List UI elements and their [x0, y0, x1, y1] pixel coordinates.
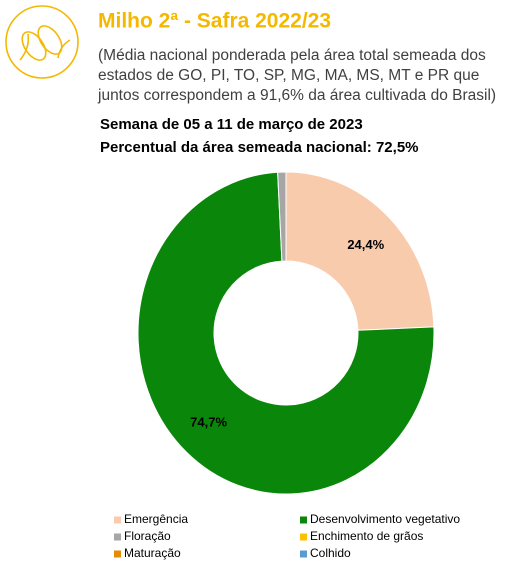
legend-label: Floração — [124, 529, 171, 543]
legend-swatch — [300, 550, 307, 558]
legend-label: Emergência — [124, 512, 188, 526]
share: Percentual da área semeada nacional: 72,… — [100, 139, 419, 156]
donut-segment — [277, 171, 287, 262]
legend-label: Colhido — [310, 546, 351, 560]
donut-segment — [285, 171, 435, 331]
legend-swatch — [114, 516, 121, 524]
chart-title: Milho 2ª - Safra 2022/23 — [98, 10, 331, 33]
subtitle: (Média nacional ponderada pela área tota… — [98, 47, 486, 64]
donut-segment — [137, 171, 435, 495]
legend-label: Desenvolvimento vegetativo — [310, 512, 460, 526]
legend-swatch — [300, 516, 307, 524]
week: Semana de 05 a 11 de março de 2023 — [100, 116, 363, 133]
legend-swatch — [300, 533, 307, 541]
subtitle: juntos correspondem a 91,6% da área cult… — [97, 87, 496, 104]
legend-label: Maturação — [124, 546, 181, 560]
data-label: 24,4% — [347, 237, 384, 252]
data-label: 74,7% — [190, 414, 227, 429]
corn-icon — [5, 5, 79, 79]
legend-label: Enchimento de grãos — [310, 529, 423, 543]
legend-swatch — [114, 533, 121, 541]
legend-swatch — [114, 550, 121, 558]
subtitle: estados de GO, PI, TO, SP, MG, MA, MS, M… — [98, 67, 479, 84]
